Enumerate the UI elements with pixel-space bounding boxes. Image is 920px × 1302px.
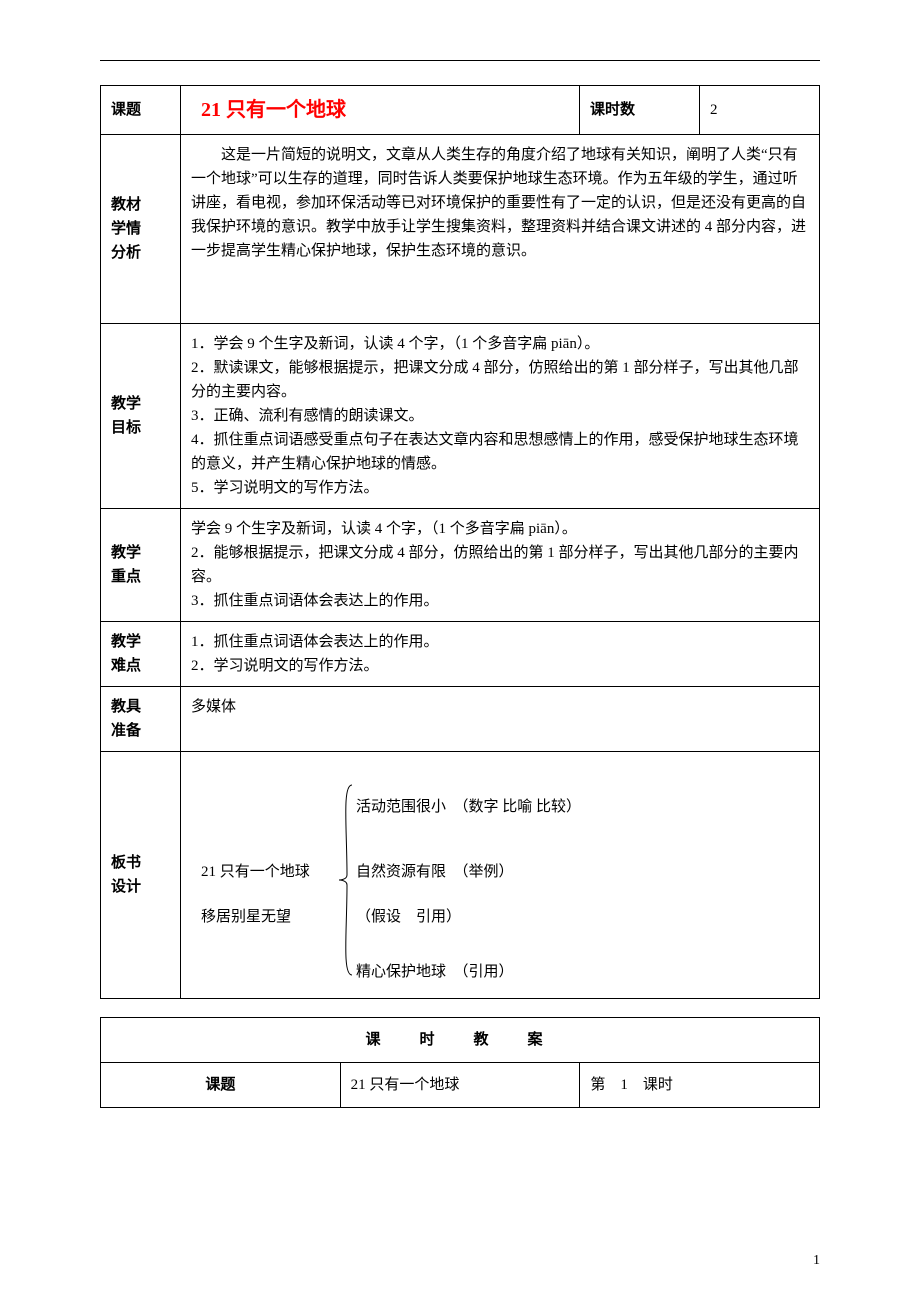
- page-container: 课题 21 只有一个地球 课时数 2 教材 学情 分析 这是一片简短的说明文，文…: [0, 0, 920, 1302]
- analysis-row: 教材 学情 分析 这是一片简短的说明文，文章从人类生存的角度介绍了地球有关知识，…: [101, 135, 820, 324]
- prep-row: 教具 准备 多媒体: [101, 687, 820, 752]
- difficulties-row: 教学 难点 1．抓住重点词语体会表达上的作用。 2．学习说明文的写作方法。: [101, 622, 820, 687]
- label-prep-1: 教具: [111, 699, 141, 715]
- label-diff-1: 教学: [111, 634, 141, 650]
- label-analysis-3: 分析: [111, 245, 141, 261]
- keypoints-content: 学会 9 个生字及新词，认读 4 个字，（1 个多音字扁 piān）。 2．能够…: [181, 509, 820, 622]
- period-title: 21 只有一个地球: [340, 1063, 580, 1108]
- label-obj-2: 目标: [111, 420, 141, 436]
- label-board-1: 板书: [111, 855, 141, 871]
- period-title-row: 课题 21 只有一个地球 第 1 课时: [101, 1063, 820, 1108]
- lesson-plan-table: 课题 21 只有一个地球 课时数 2 教材 学情 分析 这是一片简短的说明文，文…: [100, 85, 820, 999]
- lesson-title: 21 只有一个地球: [181, 86, 580, 135]
- label-keypoints: 教学 重点: [101, 509, 181, 622]
- difficulties-content: 1．抓住重点词语体会表达上的作用。 2．学习说明文的写作方法。: [181, 622, 820, 687]
- board-title-a: 21 只有一个地球: [201, 860, 310, 884]
- diff-item-2: 2．学习说明文的写作方法。: [191, 654, 809, 678]
- kp-item-3: 3．抓住重点词语体会表达上的作用。: [191, 589, 809, 613]
- diff-item-1: 1．抓住重点词语体会表达上的作用。: [191, 630, 809, 654]
- label-prep-2: 准备: [111, 723, 141, 739]
- objectives-row: 教学 目标 1．学会 9 个生字及新词，认读 4 个字，（1 个多音字扁 piā…: [101, 324, 820, 509]
- obj-item-5: 5．学习说明文的写作方法。: [191, 476, 809, 500]
- period-number: 第 1 课时: [580, 1063, 820, 1108]
- board-row: 板书 设计 21 只有一个地球 移居别星无望 活动范围很小 （数字 比喻 比较）…: [101, 752, 820, 999]
- value-hours: 2: [700, 86, 820, 135]
- obj-item-1: 1．学会 9 个生字及新词，认读 4 个字，（1 个多音字扁 piān）。: [191, 332, 809, 356]
- label-board: 板书 设计: [101, 752, 181, 999]
- board-line-4: 精心保护地球 （引用）: [356, 960, 514, 984]
- label-keti: 课题: [101, 86, 181, 135]
- brace-icon: [337, 780, 357, 980]
- label-kp-1: 教学: [111, 545, 141, 561]
- analysis-text: 这是一片简短的说明文，文章从人类生存的角度介绍了地球有关知识，阐明了人类“只有一…: [191, 143, 809, 263]
- board-line-3: （假设 引用）: [356, 905, 461, 929]
- label-kp-2: 重点: [111, 569, 141, 585]
- title-row: 课题 21 只有一个地球 课时数 2: [101, 86, 820, 135]
- top-rule: [100, 60, 820, 61]
- label-board-2: 设计: [111, 879, 141, 895]
- label-analysis-1: 教材: [111, 197, 141, 213]
- label-obj-1: 教学: [111, 396, 141, 412]
- label-objectives: 教学 目标: [101, 324, 181, 509]
- obj-item-3: 3．正确、流利有感情的朗读课文。: [191, 404, 809, 428]
- label-difficulties: 教学 难点: [101, 622, 181, 687]
- label-analysis: 教材 学情 分析: [101, 135, 181, 324]
- label-hours: 课时数: [580, 86, 700, 135]
- prep-text: 多媒体: [191, 695, 809, 719]
- period-table: 课 时 教 案 课题 21 只有一个地球 第 1 课时: [100, 1017, 820, 1108]
- period-header-row: 课 时 教 案: [101, 1018, 820, 1063]
- page-number: 1: [813, 1250, 820, 1272]
- analysis-content: 这是一片简短的说明文，文章从人类生存的角度介绍了地球有关知识，阐明了人类“只有一…: [181, 135, 820, 324]
- board-title-b: 移居别星无望: [201, 905, 291, 929]
- obj-item-2: 2．默读课文，能够根据提示，把课文分成 4 部分，仿照给出的第 1 部分样子，写…: [191, 356, 809, 404]
- kp-item-2: 2．能够根据提示，把课文分成 4 部分，仿照给出的第 1 部分样子，写出其他几部…: [191, 541, 809, 589]
- keypoints-row: 教学 重点 学会 9 个生字及新词，认读 4 个字，（1 个多音字扁 piān）…: [101, 509, 820, 622]
- label-prep: 教具 准备: [101, 687, 181, 752]
- objectives-content: 1．学会 9 个生字及新词，认读 4 个字，（1 个多音字扁 piān）。 2．…: [181, 324, 820, 509]
- period-header: 课 时 教 案: [101, 1018, 820, 1063]
- obj-item-4: 4．抓住重点词语感受重点句子在表达文章内容和思想感情上的作用，感受保护地球生态环…: [191, 428, 809, 476]
- kp-item-1: 学会 9 个生字及新词，认读 4 个字，（1 个多音字扁 piān）。: [191, 517, 809, 541]
- label-diff-2: 难点: [111, 658, 141, 674]
- period-label: 课题: [101, 1063, 341, 1108]
- board-content: 21 只有一个地球 移居别星无望 活动范围很小 （数字 比喻 比较） 自然资源有…: [181, 752, 820, 999]
- board-design-diagram: 21 只有一个地球 移居别星无望 活动范围很小 （数字 比喻 比较） 自然资源有…: [191, 760, 809, 990]
- board-line-1: 活动范围很小 （数字 比喻 比较）: [356, 795, 581, 819]
- prep-content: 多媒体: [181, 687, 820, 752]
- board-line-2: 自然资源有限 （举例）: [356, 860, 514, 884]
- label-analysis-2: 学情: [111, 221, 141, 237]
